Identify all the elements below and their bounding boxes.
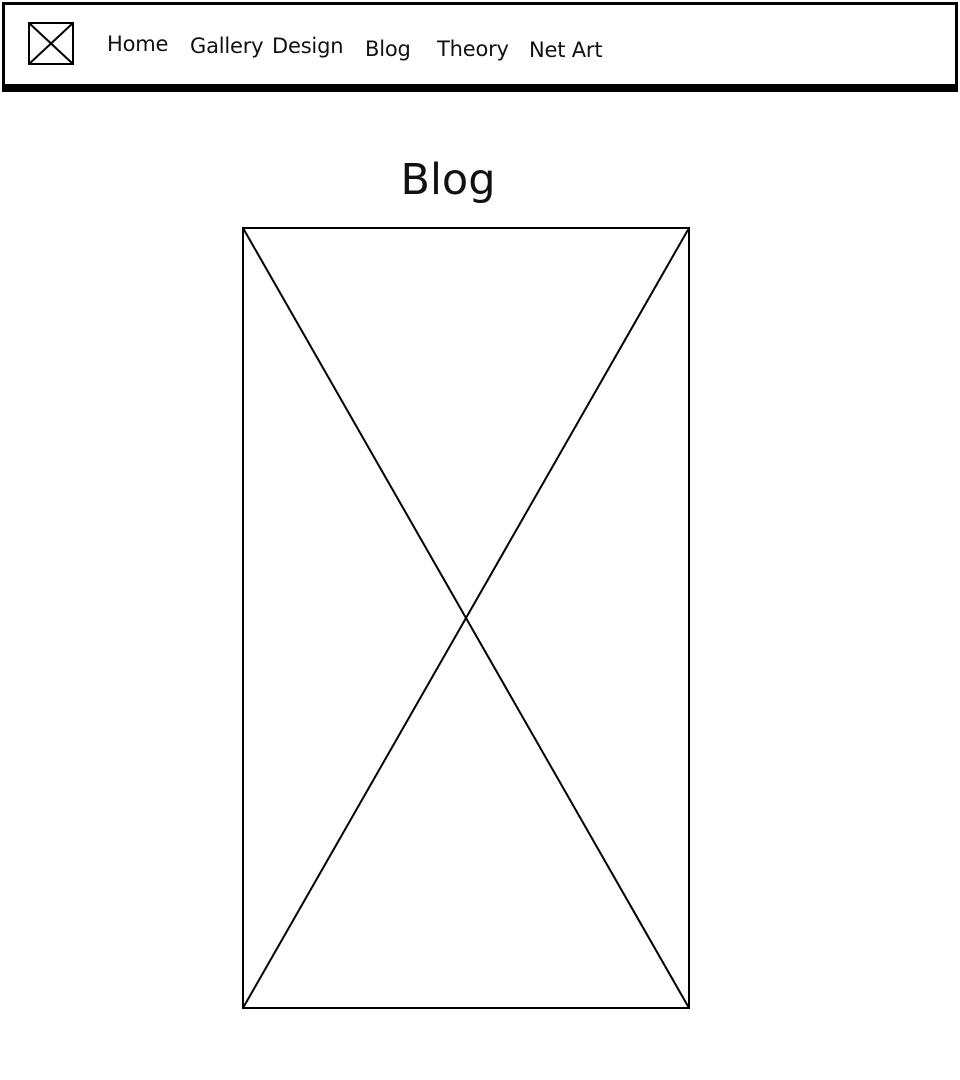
- page-title: Blog: [400, 155, 496, 205]
- nav-link-net-art[interactable]: Net Art: [529, 38, 603, 62]
- logo-placeholder-svg: [28, 22, 74, 65]
- nav-link-blog[interactable]: Blog: [365, 37, 411, 61]
- nav-link-home[interactable]: Home: [107, 32, 169, 56]
- nav-link-theory[interactable]: Theory: [437, 37, 509, 61]
- nav-link-gallery[interactable]: Gallery: [190, 34, 264, 58]
- logo-placeholder-icon[interactable]: [28, 22, 74, 65]
- top-nav-bar: Home Gallery Design Blog Theory Net Art: [2, 2, 958, 92]
- hero-image-placeholder-icon: [242, 227, 690, 1009]
- nav-link-design[interactable]: Design: [272, 34, 344, 58]
- hero-image-placeholder-svg: [242, 227, 690, 1009]
